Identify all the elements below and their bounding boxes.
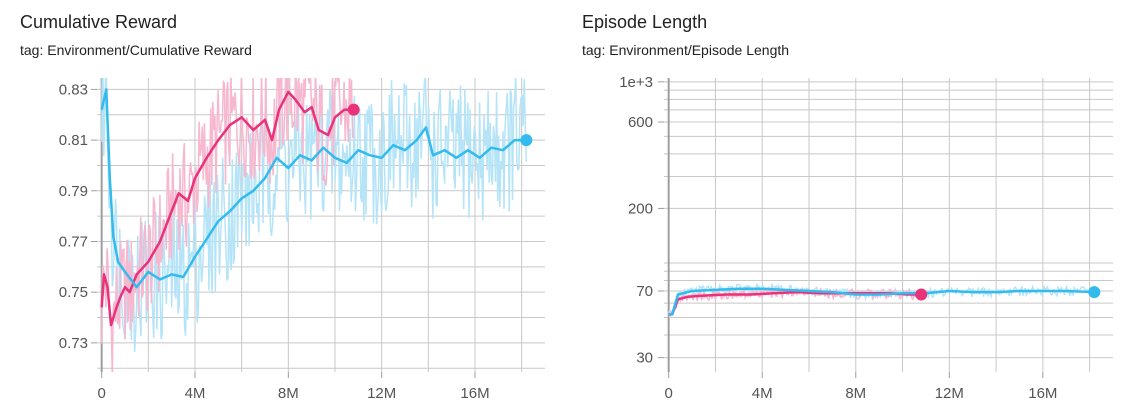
raw-series-line [100,78,355,372]
series-end-marker[interactable] [1088,286,1101,299]
chart-tag: tag: Environment/Episode Length [582,42,790,58]
plot-area [667,282,1096,318]
x-tick-label: 12M [367,385,396,402]
x-tick-label: 12M [935,385,964,402]
y-tick-label: 0.77 [59,233,88,250]
series-end-marker[interactable] [520,134,533,147]
x-tick-label: 16M [460,385,489,402]
y-tick-label: 200 [628,200,653,217]
y-tick-label: 600 [628,114,653,131]
y-tick-label: 30 [636,350,653,367]
grid [664,78,1113,372]
chart-panel-episode-length: Episode Length tag: Environment/Episode … [565,0,1131,408]
chart-title: Cumulative Reward [20,12,178,32]
cumulative-reward-chart[interactable]: 0 4M 8M 12M 16M 0.73 0.75 0.77 0.79 0.81 0.83 [0,0,565,408]
chart-title: Episode Length [582,12,708,32]
chart-panel-cumulative-reward: Cumulative Reward tag: Environment/Cumul… [0,0,565,408]
x-tick-label: 8M [845,385,866,402]
episode-length-chart[interactable]: 0 4M 8M 12M 16M 30 70 200 600 1e+3 [565,0,1131,408]
series-line [100,88,527,289]
y-tick-label: 1e+3 [619,74,653,91]
raw-series-line [100,78,528,352]
x-tick-label: 0 [665,385,673,402]
y-tick-label: 0.81 [59,132,88,149]
series-line [668,287,1095,316]
x-tick-label: 8M [278,385,299,402]
x-tick-label: 16M [1028,385,1057,402]
x-tick-label: 4M [185,385,206,402]
y-tick-label: 70 [636,283,653,300]
x-tick-label: 4M [752,385,773,402]
plot-area [100,78,528,372]
series-end-marker[interactable] [347,103,360,116]
y-tick-label: 0.83 [59,81,88,98]
y-tick-label: 0.75 [59,284,88,301]
series-end-marker[interactable] [915,288,928,301]
series-line [100,90,354,327]
y-tick-label: 0.79 [59,183,88,200]
y-tick-label: 0.73 [59,335,88,352]
x-tick-label: 0 [97,385,105,402]
chart-tag: tag: Environment/Cumulative Reward [20,42,252,58]
